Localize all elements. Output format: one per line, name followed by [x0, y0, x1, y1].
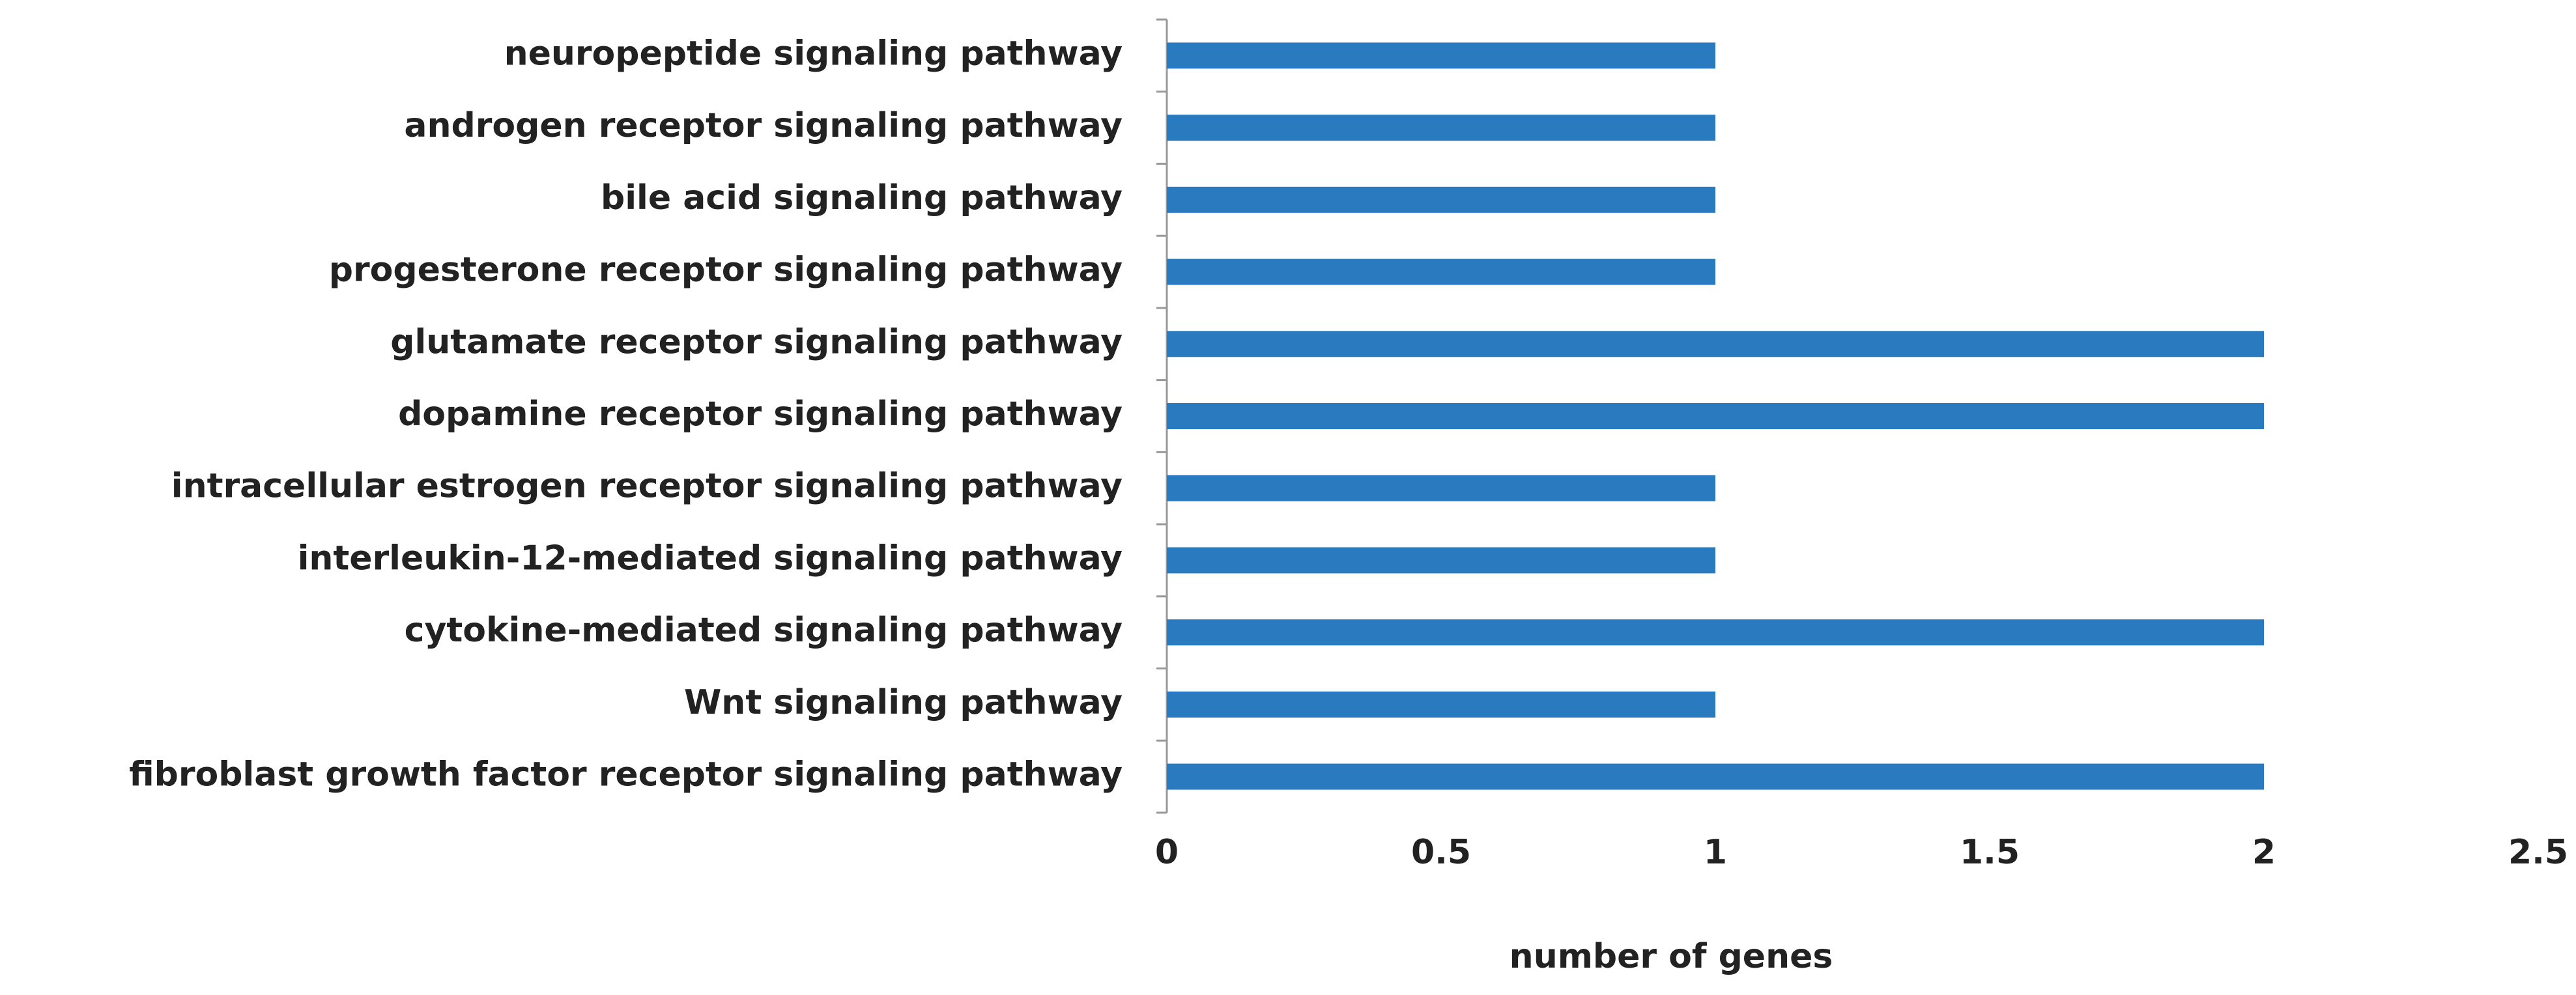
- y-tick-label: progesterone receptor signaling pathway: [329, 251, 1123, 290]
- x-tick-label: 1.5: [1960, 833, 2020, 872]
- bar: [1167, 186, 1715, 213]
- bar: [1167, 619, 2264, 646]
- x-tick-label: 0.5: [1411, 833, 1471, 872]
- x-tick-label: 2.5: [2508, 833, 2568, 872]
- bar: [1167, 42, 1715, 69]
- bar: [1167, 403, 2264, 429]
- x-tick-label: 0: [1155, 833, 1179, 872]
- bar: [1167, 475, 1715, 501]
- y-tick-label: cytokine-mediated signaling pathway: [405, 611, 1123, 650]
- y-tick-label: fibroblast growth factor receptor signal…: [129, 755, 1123, 794]
- y-tick-label: glutamate receptor signaling pathway: [390, 322, 1123, 361]
- bar: [1167, 547, 1715, 574]
- x-tick-label: 2: [2252, 833, 2276, 872]
- x-axis-label: number of genes: [1510, 937, 1833, 976]
- x-tick-label: 1: [1704, 833, 1727, 872]
- bar: [1167, 691, 1715, 718]
- y-tick-label: neuropeptide signaling pathway: [504, 34, 1123, 73]
- bar: [1167, 115, 1715, 141]
- y-tick-label: interleukin-12-mediated signaling pathwa…: [298, 539, 1123, 578]
- bar: [1167, 259, 1715, 285]
- y-tick-label: bile acid signaling pathway: [601, 178, 1123, 217]
- y-tick-label: dopamine receptor signaling pathway: [398, 395, 1123, 434]
- y-tick-label: androgen receptor signaling pathway: [404, 106, 1123, 145]
- bar: [1167, 763, 2264, 790]
- bar: [1167, 331, 2264, 357]
- y-tick-label: Wnt signaling pathway: [684, 683, 1123, 722]
- y-tick-label: intracellular estrogen receptor signalin…: [171, 467, 1123, 506]
